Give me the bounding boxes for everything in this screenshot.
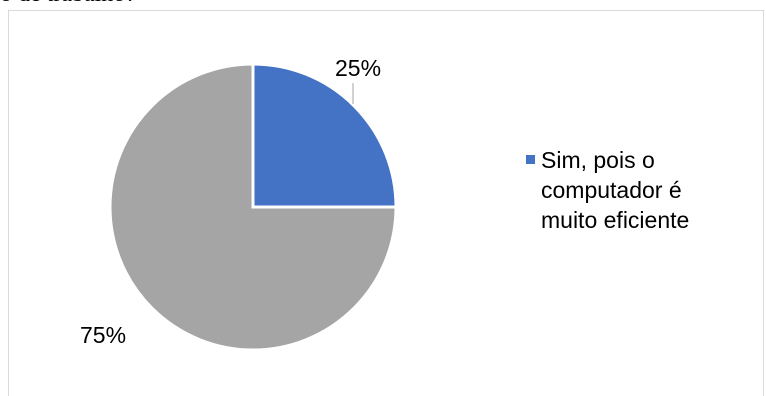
legend-label: Sim, pois o computador é muito eficiente: [541, 147, 690, 233]
legend-entry: Sim, pois o computador é muito eficiente: [526, 145, 746, 235]
slice-1-data-label: 25%: [335, 55, 382, 81]
slice-2-data-label: 75%: [80, 322, 127, 348]
pie-slice-1: [251, 62, 398, 209]
page-caption: o de trabalho?: [0, 0, 136, 8]
legend-swatch: [526, 155, 535, 164]
chart-legend: Sim, pois o computador é muito eficiente: [526, 145, 746, 235]
pie-slice-2: [108, 62, 398, 352]
pie-slices: [108, 62, 398, 352]
chart-frame: [8, 10, 764, 396]
